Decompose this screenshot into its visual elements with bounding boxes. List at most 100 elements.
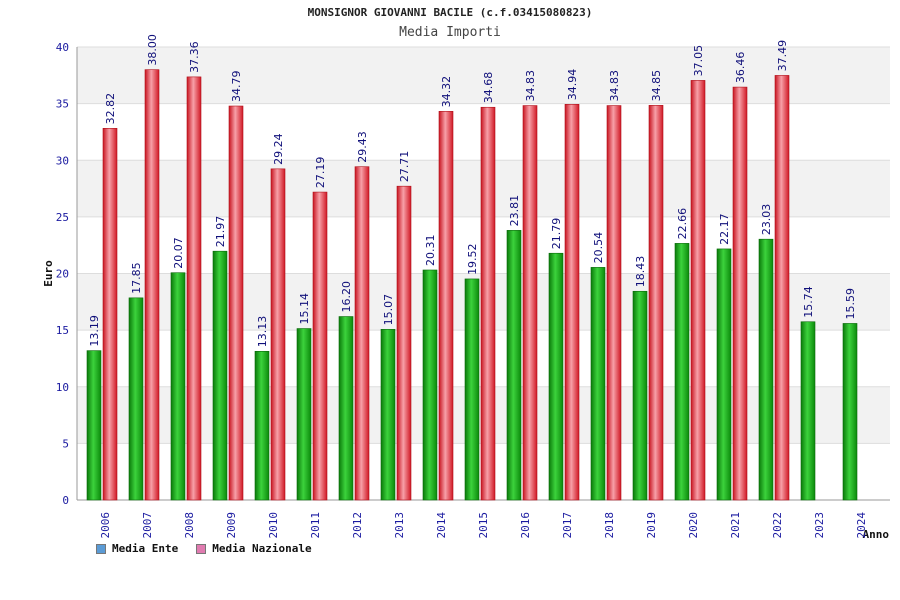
- x-tick-label: 2017: [561, 512, 574, 539]
- grid-band: [77, 47, 890, 104]
- data-label: 13.19: [88, 315, 101, 347]
- y-tick-label: 0: [62, 494, 69, 507]
- data-label: 37.49: [776, 40, 789, 72]
- data-label: 34.79: [230, 71, 243, 103]
- x-tick-label: 2015: [477, 512, 490, 539]
- bar-media-ente-2010: [254, 351, 270, 501]
- x-tick-label: 2019: [645, 512, 658, 539]
- data-label: 38.00: [146, 34, 159, 66]
- legend-item-media-ente: Media Ente: [96, 542, 178, 555]
- bar-media-ente-2018: [590, 267, 606, 501]
- bar-media-ente-2022: [758, 238, 774, 501]
- bar-media-nazionale-2015: [480, 106, 496, 501]
- x-tick-label: 2022: [771, 512, 784, 539]
- y-tick-label: 10: [56, 381, 69, 394]
- x-tick-label: 2009: [225, 512, 238, 539]
- data-label: 15.59: [844, 288, 857, 320]
- x-tick-label: 2024: [855, 512, 868, 539]
- data-label: 21.79: [550, 218, 563, 250]
- bar-media-ente-2014: [422, 269, 438, 501]
- data-label: 16.20: [340, 281, 353, 313]
- x-axis-label: Anno: [863, 528, 890, 541]
- x-tick-label: 2020: [687, 512, 700, 539]
- data-label: 27.19: [314, 157, 327, 189]
- x-tick-label: 2008: [183, 512, 196, 539]
- bar-media-nazionale-2009: [228, 105, 244, 501]
- data-label: 34.85: [650, 70, 663, 102]
- data-label: 22.66: [676, 208, 689, 240]
- y-tick-label: 15: [56, 324, 69, 337]
- data-label: 15.14: [298, 293, 311, 325]
- data-label: 13.13: [256, 316, 269, 348]
- data-label: 23.03: [760, 204, 773, 236]
- bar-media-ente-2011: [296, 328, 312, 501]
- chart-title: MONSIGNOR GIOVANNI BACILE (c.f.034150808…: [307, 6, 593, 19]
- data-label: 34.83: [608, 70, 621, 102]
- bar-media-nazionale-2022: [774, 75, 790, 501]
- data-label: 37.36: [188, 41, 201, 73]
- legend-label: Media Ente: [112, 542, 179, 555]
- x-tick-label: 2018: [603, 512, 616, 539]
- y-tick-label: 35: [56, 98, 69, 111]
- bar-media-nazionale-2007: [144, 69, 160, 501]
- x-tick-label: 2012: [351, 512, 364, 539]
- data-label: 34.94: [566, 69, 579, 101]
- y-tick-label: 25: [56, 211, 69, 224]
- bar-media-ente-2006: [86, 350, 102, 501]
- x-tick-label: 2010: [267, 512, 280, 539]
- bar-media-ente-2016: [506, 230, 522, 501]
- bar-media-ente-2019: [632, 290, 648, 501]
- y-tick-label: 40: [56, 41, 69, 54]
- bar-media-nazionale-2019: [648, 105, 664, 501]
- bar-media-nazionale-2013: [396, 185, 412, 501]
- data-label: 29.24: [272, 133, 285, 165]
- bar-media-nazionale-2020: [690, 80, 706, 501]
- data-label: 23.81: [508, 195, 521, 227]
- bar-media-nazionale-2021: [732, 86, 748, 501]
- data-label: 34.68: [482, 72, 495, 104]
- data-label: 15.07: [382, 294, 395, 326]
- bar-media-nazionale-2016: [522, 105, 538, 501]
- x-tick-label: 2011: [309, 512, 322, 539]
- legend: Media Ente Media Nazionale: [96, 542, 312, 555]
- data-label: 21.97: [214, 216, 227, 248]
- bar-media-ente-2008: [170, 272, 186, 501]
- data-label: 29.43: [356, 131, 369, 163]
- data-label: 27.71: [398, 151, 411, 183]
- data-label: 34.32: [440, 76, 453, 108]
- data-label: 20.07: [172, 237, 185, 269]
- bar-media-ente-2012: [338, 316, 354, 501]
- bar-media-nazionale-2014: [438, 111, 454, 501]
- bar-media-ente-2009: [212, 250, 228, 501]
- bar-media-ente-2017: [548, 252, 564, 501]
- y-tick-label: 5: [62, 437, 69, 450]
- bar-media-nazionale-2006: [102, 128, 118, 501]
- x-tick-label: 2006: [99, 512, 112, 539]
- y-tick-label: 20: [56, 268, 69, 281]
- bar-media-nazionale-2010: [270, 168, 286, 501]
- bar-media-ente-2021: [716, 248, 732, 501]
- legend-label: Media Nazionale: [212, 542, 312, 555]
- chart-subtitle: Media Importi: [399, 25, 501, 40]
- bar-media-nazionale-2012: [354, 166, 370, 501]
- data-label: 20.54: [592, 232, 605, 264]
- x-tick-label: 2007: [141, 512, 154, 539]
- data-label: 37.05: [692, 45, 705, 77]
- x-tick-label: 2016: [519, 512, 532, 539]
- data-label: 36.46: [734, 52, 747, 84]
- y-axis-label: Euro: [42, 260, 55, 287]
- data-label: 34.83: [524, 70, 537, 102]
- data-label: 22.17: [718, 213, 731, 245]
- bar-media-ente-2020: [674, 243, 690, 501]
- data-label: 20.31: [424, 234, 437, 266]
- x-tick-label: 2021: [729, 512, 742, 539]
- bar-media-ente-2013: [380, 329, 396, 501]
- bar-media-nazionale-2011: [312, 191, 328, 501]
- data-label: 32.82: [104, 93, 117, 125]
- bar-media-nazionale-2017: [564, 104, 580, 501]
- bar-media-nazionale-2018: [606, 105, 622, 501]
- x-tick-label: 2013: [393, 512, 406, 539]
- legend-item-media-nazionale: Media Nazionale: [196, 542, 312, 555]
- legend-swatch-icon: [196, 543, 207, 554]
